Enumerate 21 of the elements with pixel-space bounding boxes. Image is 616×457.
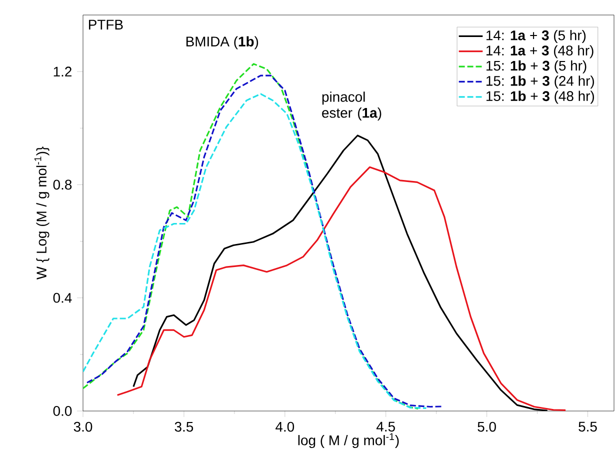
x-tick-label: 3.0: [74, 422, 92, 432]
x-tick-label: 4.0: [276, 422, 294, 432]
x-tick-label: 4.5: [376, 422, 395, 432]
y-tick-label: 0.0: [53, 406, 72, 416]
legend-label: 15: 1b + 3 (5 hr): [486, 60, 586, 74]
annotation: PTFB: [88, 20, 123, 30]
x-tick-label: 3.5: [174, 422, 194, 432]
x-axis-title: log ( M / g mol$^{-1}$): [298, 433, 399, 448]
annotation: BMIDA (1b): [186, 36, 258, 50]
legend-label: 14: 1a + 3 (5 hr): [486, 30, 586, 44]
x-tick-label: 5.0: [478, 422, 496, 432]
x-tick-label: 5.5: [578, 422, 597, 432]
y-tick-label: 0.4: [53, 292, 72, 303]
legend-label: 15: 1b + 3 (48 hr): [486, 90, 594, 104]
y-tick-label: 0.8: [53, 180, 72, 190]
legend-label: 14: 1a + 3 (48 hr): [486, 45, 594, 58]
annotation: pinacol ester (1a): [322, 92, 382, 121]
y-tick-label: 1.2: [54, 66, 72, 76]
y-axis-title: W { Log (M / g mol$^{-1}$)}: [34, 146, 50, 280]
legend-label: 15: 1b + 3 (24 hr): [486, 76, 594, 89]
line-series: [116, 166, 566, 411]
